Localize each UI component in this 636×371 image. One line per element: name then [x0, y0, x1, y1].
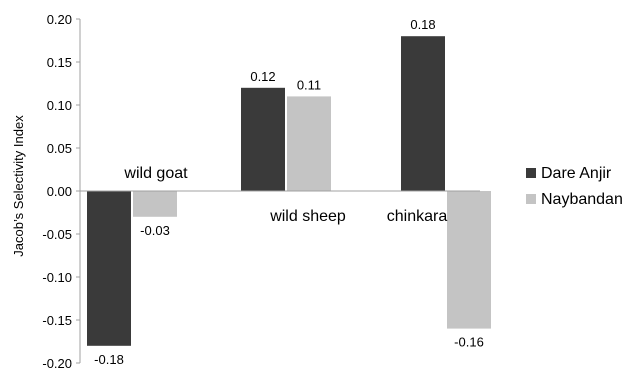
bars [87, 36, 491, 346]
bar-dare-anjir-chinkara [401, 36, 445, 192]
data-label: -0.16 [454, 335, 484, 350]
category-labels: wild goat wild sheep chinkara [123, 165, 447, 225]
data-label: 0.11 [297, 77, 321, 92]
y-tick-label: -0.05 [42, 227, 72, 242]
legend: Dare Anjir Naybandan [526, 165, 623, 208]
bar-naybandan-wild-goat [133, 191, 177, 217]
y-tick-label: 0.20 [47, 12, 72, 27]
y-tick-label: 0.10 [47, 98, 72, 113]
data-label: -0.03 [140, 223, 170, 238]
legend-label: Dare Anjir [541, 165, 612, 182]
bar-dare-anjir-wild-goat [87, 191, 131, 346]
y-axis-ticks: 0.20 0.15 0.10 0.05 0.00 -0.05 -0.10 -0.15 -0.20 [42, 12, 80, 371]
y-tick-label: -0.20 [42, 356, 72, 371]
y-tick-label: 0.15 [47, 55, 72, 70]
legend-label: Naybandan [541, 191, 623, 208]
legend-swatch [526, 194, 536, 204]
data-label: 0.12 [250, 69, 275, 84]
data-labels: -0.18 0.12 0.18 -0.03 0.11 -0.16 [94, 17, 484, 367]
y-tick-label: -0.10 [42, 270, 72, 285]
y-axis-label: Jacob’s Selectivity Index [11, 115, 26, 257]
y-tick-label: -0.15 [42, 313, 72, 328]
bar-naybandan-wild-sheep [287, 96, 331, 191]
y-tick-label: 0.05 [47, 141, 72, 156]
category-label: wild goat [123, 165, 188, 182]
data-label: -0.18 [94, 352, 124, 367]
bar-naybandan-chinkara [447, 191, 491, 329]
legend-swatch [526, 168, 536, 178]
bar-dare-anjir-wild-sheep [241, 87, 285, 191]
category-label: chinkara [387, 208, 448, 225]
y-tick-label: 0.00 [47, 184, 72, 199]
category-label: wild sheep [269, 208, 346, 225]
data-label: 0.18 [410, 17, 435, 32]
